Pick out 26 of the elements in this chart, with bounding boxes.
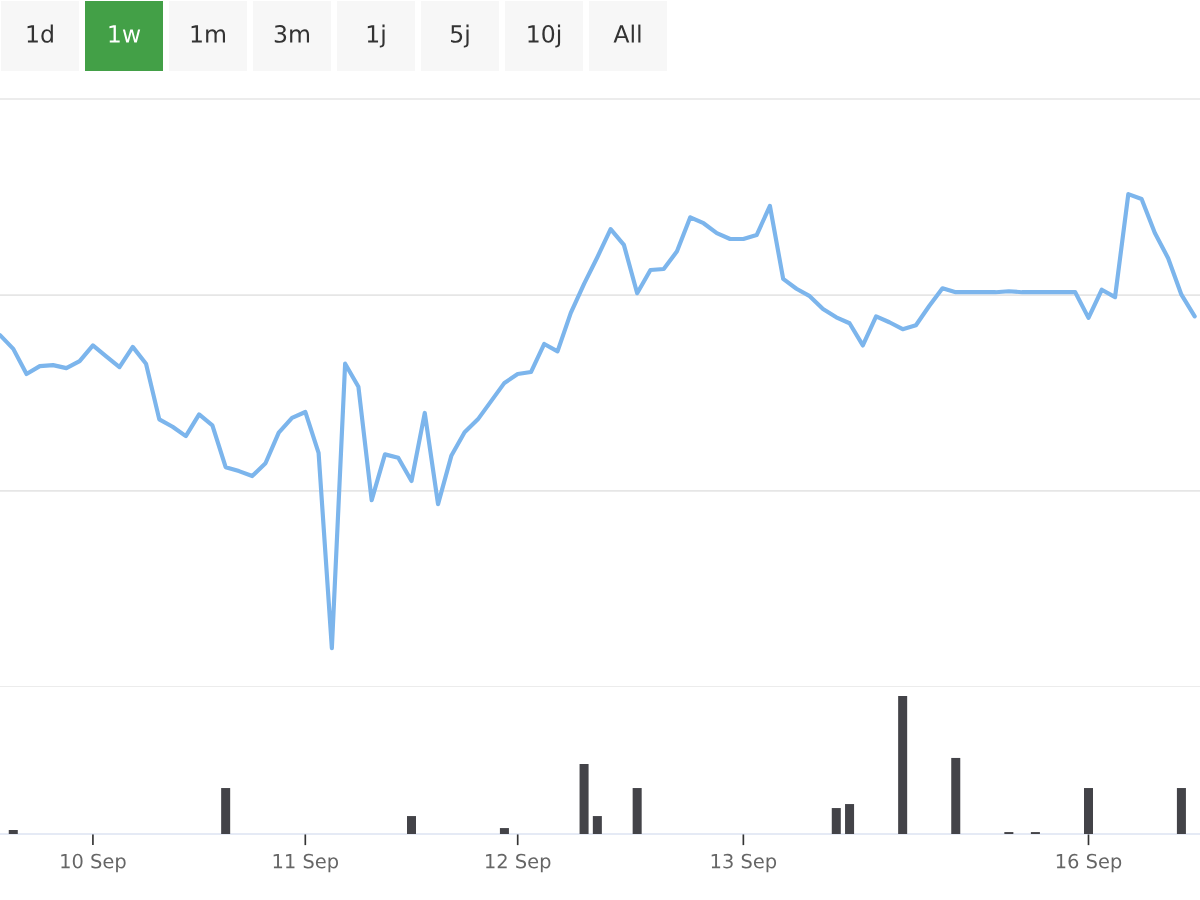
x-tick-label: 12 Sep (486, 853, 551, 873)
category-label: 1w (109, 25, 141, 43)
category-label: All (613, 24, 641, 43)
bar (592, 816, 602, 834)
bar (951, 757, 961, 834)
bar (406, 816, 417, 834)
bar (221, 788, 231, 834)
bar (1083, 788, 1094, 834)
category-label: 5j (451, 24, 469, 48)
bar (831, 808, 841, 834)
bar (632, 788, 642, 834)
bar (579, 764, 589, 834)
bar (8, 830, 18, 834)
category-label: 3m (274, 24, 310, 43)
category-label: 1d (27, 24, 53, 43)
category-label: 1m (191, 25, 226, 43)
category-label: 1j (367, 24, 385, 48)
bar (1176, 788, 1186, 834)
bar (499, 828, 509, 834)
x-tick-label: 16 Sep (1056, 853, 1122, 873)
bar (845, 804, 855, 834)
x-tick-label: 13 Sep (711, 853, 777, 873)
category-label: 10j (528, 24, 561, 48)
x-tick-label: 10 Sep (61, 853, 126, 873)
x-tick-label: 11 Sep (273, 853, 339, 873)
bar (898, 695, 908, 834)
